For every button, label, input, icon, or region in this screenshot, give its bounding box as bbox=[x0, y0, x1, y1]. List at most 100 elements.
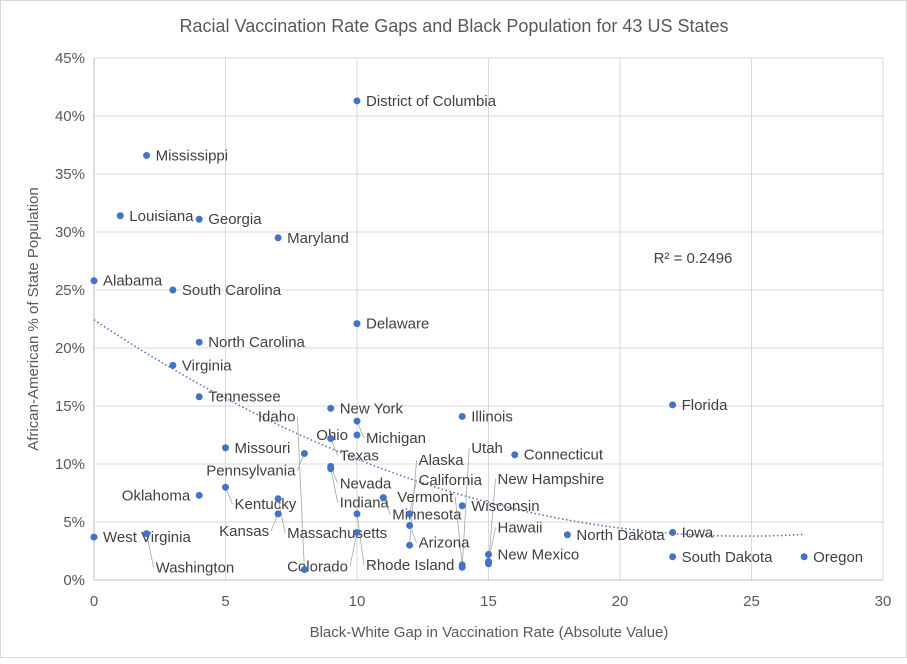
point-label: Missouri bbox=[235, 440, 291, 457]
r-squared-label: R² = 0.2496 bbox=[654, 250, 733, 267]
point-label: Colorado bbox=[287, 558, 348, 575]
point-marker bbox=[563, 531, 571, 539]
y-tick-label: 30% bbox=[55, 224, 85, 241]
point-marker bbox=[353, 510, 361, 518]
x-axis-title: Black-White Gap in Vaccination Rate (Abs… bbox=[310, 624, 669, 641]
data-point: Missouri bbox=[222, 440, 290, 457]
point-label: California bbox=[419, 472, 483, 489]
x-tick-label: 25 bbox=[743, 593, 760, 610]
point-marker bbox=[353, 431, 361, 439]
y-tick-label: 45% bbox=[55, 50, 85, 67]
data-point: Maryland bbox=[274, 230, 349, 247]
data-point: West Virginia bbox=[90, 529, 191, 546]
point-label: Hawaii bbox=[498, 519, 543, 536]
point-label: Utah bbox=[471, 440, 503, 457]
point-marker bbox=[222, 444, 229, 452]
point-label: Georgia bbox=[208, 211, 262, 228]
point-marker bbox=[353, 528, 361, 536]
x-tick-label: 15 bbox=[480, 593, 497, 610]
point-label: Kansas bbox=[219, 523, 269, 540]
trendline bbox=[93, 319, 805, 537]
data-point: New Hampshire bbox=[485, 471, 604, 568]
point-marker bbox=[143, 530, 151, 538]
point-label: Rhode Island bbox=[366, 557, 454, 574]
data-point: Wisconsin bbox=[458, 498, 540, 515]
label-leader-line bbox=[454, 496, 463, 565]
data-point: Pennsylvania bbox=[206, 450, 308, 480]
point-marker bbox=[511, 451, 519, 459]
point-marker bbox=[327, 465, 335, 473]
point-marker bbox=[274, 234, 282, 242]
x-tick-label: 0 bbox=[90, 593, 98, 610]
point-label: Michigan bbox=[366, 430, 426, 447]
y-tick-label: 15% bbox=[55, 398, 85, 415]
point-marker bbox=[406, 510, 414, 518]
point-label: West Virginia bbox=[103, 529, 191, 546]
point-marker bbox=[169, 361, 177, 369]
data-point: Tennessee bbox=[195, 389, 281, 406]
label-leader-line bbox=[349, 532, 358, 567]
point-marker bbox=[406, 521, 414, 529]
y-axis-title: African-American % of State Population bbox=[25, 187, 42, 450]
point-marker bbox=[458, 563, 466, 571]
point-label: South Dakota bbox=[682, 549, 774, 566]
data-point: Iowa bbox=[669, 524, 714, 541]
point-marker bbox=[406, 541, 414, 549]
point-marker bbox=[353, 417, 361, 425]
point-marker bbox=[379, 494, 387, 502]
x-tick-label: 10 bbox=[349, 593, 366, 610]
point-label: Washington bbox=[156, 560, 235, 577]
y-tick-label: 35% bbox=[55, 166, 85, 183]
point-label: North Carolina bbox=[208, 334, 305, 351]
data-point: Oklahoma bbox=[122, 487, 203, 504]
point-label: Massachusetts bbox=[287, 525, 387, 542]
point-label: Tennessee bbox=[208, 389, 281, 406]
label-leader-line bbox=[409, 460, 417, 546]
point-marker bbox=[195, 491, 203, 499]
y-tick-label: 0% bbox=[63, 572, 85, 589]
point-label: Minnesota bbox=[392, 507, 462, 524]
point-label: Nevada bbox=[340, 475, 392, 492]
point-label: Oregon bbox=[813, 549, 863, 566]
point-marker bbox=[485, 550, 492, 558]
data-point: North Carolina bbox=[195, 334, 306, 351]
point-marker bbox=[116, 212, 124, 220]
y-tick-label: 5% bbox=[63, 514, 85, 531]
point-label: Indiana bbox=[340, 495, 390, 512]
data-point: Washington bbox=[143, 530, 234, 577]
data-point: Ohio bbox=[316, 427, 361, 444]
point-marker bbox=[274, 495, 282, 503]
point-label: New Mexico bbox=[498, 547, 580, 564]
data-point: Massachusetts bbox=[274, 495, 387, 542]
label-leader-line bbox=[461, 448, 470, 568]
x-tick-label: 30 bbox=[875, 593, 892, 610]
data-point: Florida bbox=[669, 397, 728, 414]
point-marker bbox=[353, 97, 361, 105]
trendline-path bbox=[93, 319, 805, 537]
data-point: Mississippi bbox=[143, 147, 228, 164]
point-label: North Dakota bbox=[576, 527, 665, 544]
point-marker bbox=[669, 528, 677, 536]
point-label: Pennsylvania bbox=[206, 463, 296, 480]
data-point: Georgia bbox=[195, 211, 262, 228]
label-leader-line bbox=[146, 533, 154, 568]
data-point: Michigan bbox=[353, 417, 426, 447]
point-label: New York bbox=[340, 400, 404, 417]
point-label: Vermont bbox=[397, 489, 454, 506]
point-marker bbox=[90, 277, 98, 285]
point-marker bbox=[195, 393, 203, 401]
point-marker bbox=[143, 151, 151, 159]
point-marker bbox=[485, 560, 492, 568]
data-point: Nevada bbox=[327, 462, 392, 492]
label-leader-line bbox=[330, 468, 339, 503]
point-marker bbox=[353, 320, 361, 328]
label-leader-line bbox=[409, 479, 417, 514]
data-point: Rhode Island bbox=[353, 510, 454, 574]
chart-title: Racial Vaccination Rate Gaps and Black P… bbox=[180, 16, 729, 36]
data-point: Arizona bbox=[406, 521, 470, 552]
data-point: California bbox=[406, 472, 483, 518]
data-point: South Dakota bbox=[669, 549, 773, 566]
data-point: Texas bbox=[327, 434, 379, 465]
